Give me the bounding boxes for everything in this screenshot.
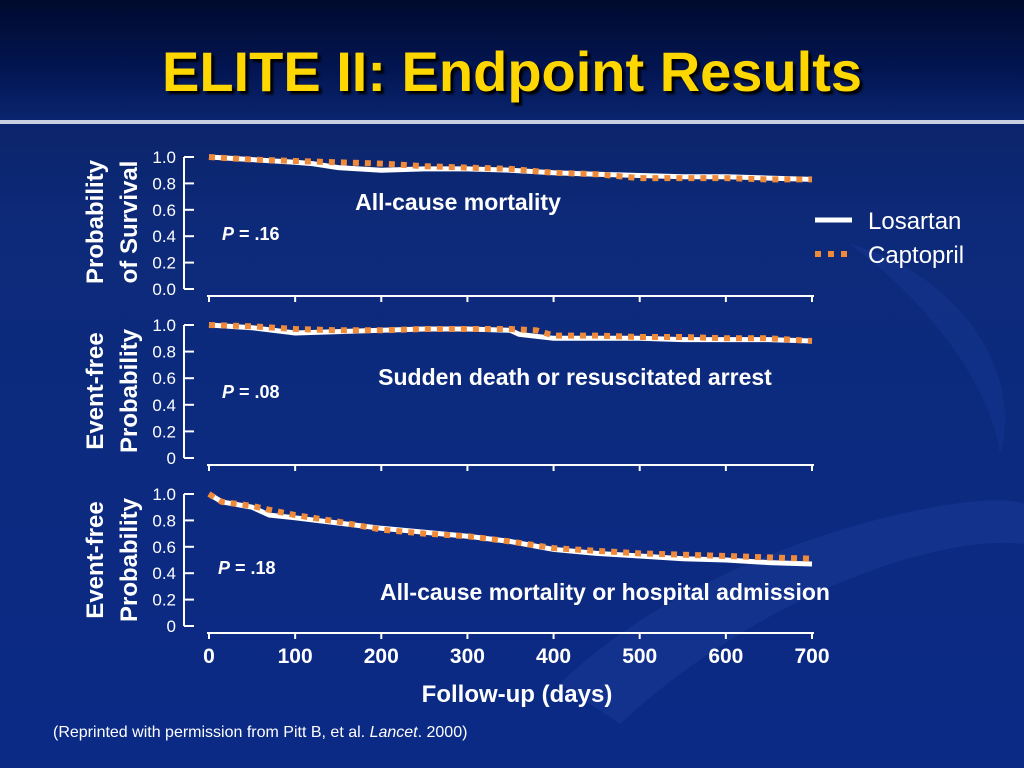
y-tick-label: 0 [167, 617, 176, 636]
chart-panels: 1.0 0.8 0.6 0.4 0.2 0.0 Probability of Survival… [82, 148, 830, 668]
citation-text: (Reprinted with permission from Pitt B, … [53, 724, 370, 741]
background-swoosh [560, 244, 1024, 724]
x-tick-label: 700 [794, 645, 829, 668]
y-tick-label: 1.0 [152, 316, 176, 335]
y-tick-label: 0.4 [152, 227, 176, 246]
y-tick-label: 0.6 [152, 369, 176, 388]
y-tick-label: 0.0 [152, 280, 176, 299]
x-tick-label: 400 [536, 645, 571, 668]
x-tick-label: 100 [278, 645, 313, 668]
y-axis-label: Probability [82, 159, 109, 284]
p-value: P = .16 [222, 224, 280, 244]
y-tick-label: 0.6 [152, 201, 176, 220]
p-value-text: = .08 [234, 382, 280, 402]
panel-title: Sudden death or resuscitated arrest [378, 364, 772, 390]
chart-panel-1: 1.0 0.8 0.6 0.4 0.2 0.0 Probability of Survival… [82, 148, 814, 302]
panel-title: All-cause mortality [355, 189, 561, 215]
citation-journal: Lancet [369, 724, 418, 741]
p-value: P = .08 [222, 382, 280, 402]
slide-title: ELITE II: Endpoint Results [162, 40, 862, 103]
captopril-line [208, 322, 813, 344]
y-axis-label: Event-free [82, 501, 109, 618]
p-symbol: P [222, 224, 235, 244]
y-tick-label: 1.0 [152, 148, 176, 167]
captopril-line [207, 491, 813, 562]
y-tick-label: 0.8 [152, 174, 176, 193]
chart-panel-2: 1.0 0.8 0.6 0.4 0.2 0 Event-free Probability Sud… [82, 316, 814, 471]
p-symbol: P [218, 558, 231, 578]
title-bar [0, 0, 1024, 122]
citation-year: . 2000) [417, 724, 468, 741]
legend: Losartan Captopril [815, 208, 964, 269]
x-axis-label: Follow-up (days) [422, 681, 613, 708]
title-divider [0, 120, 1024, 124]
y-tick-label: 0.2 [152, 591, 176, 610]
chart-panel-3: 1.0 0.8 0.6 0.4 0.2 0 0 100 200 300 400 500 600 700 Ev… [82, 485, 830, 668]
y-tick-label: 0.2 [152, 254, 176, 273]
p-value: P = .18 [218, 558, 276, 578]
y-tick-label: 0 [167, 449, 176, 468]
p-value-text: = .16 [234, 224, 280, 244]
y-tick-label: 0.4 [152, 564, 176, 583]
losartan-line [207, 491, 813, 567]
y-axis-label: Event-free [82, 332, 109, 449]
p-symbol: P [222, 382, 235, 402]
y-tick-label: 0.6 [152, 538, 176, 557]
legend-losartan-label: Losartan [868, 208, 961, 235]
y-tick-label: 0.8 [152, 343, 176, 362]
y-tick-label: 1.0 [152, 485, 176, 504]
captopril-line [208, 154, 812, 183]
x-tick-label: 200 [364, 645, 399, 668]
y-axis-label: of Survival [116, 161, 143, 284]
citation-footnote: (Reprinted with permission from Pitt B, … [53, 724, 467, 742]
x-tick-label: 500 [622, 645, 657, 668]
y-axis-label: Probability [116, 328, 143, 453]
y-axis-label: Probability [116, 497, 143, 622]
y-tick-label: 0.4 [152, 396, 176, 415]
y-tick-label: 0.8 [152, 511, 176, 530]
p-value-text: = .18 [230, 558, 276, 578]
x-tick-label: 300 [450, 645, 485, 668]
y-tick-label: 0.2 [152, 422, 176, 441]
x-tick-label: 600 [708, 645, 743, 668]
panel-title: All-cause mortality or hospital admissio… [380, 579, 830, 605]
x-tick-label: 0 [203, 645, 215, 668]
legend-captopril-label: Captopril [868, 242, 964, 269]
